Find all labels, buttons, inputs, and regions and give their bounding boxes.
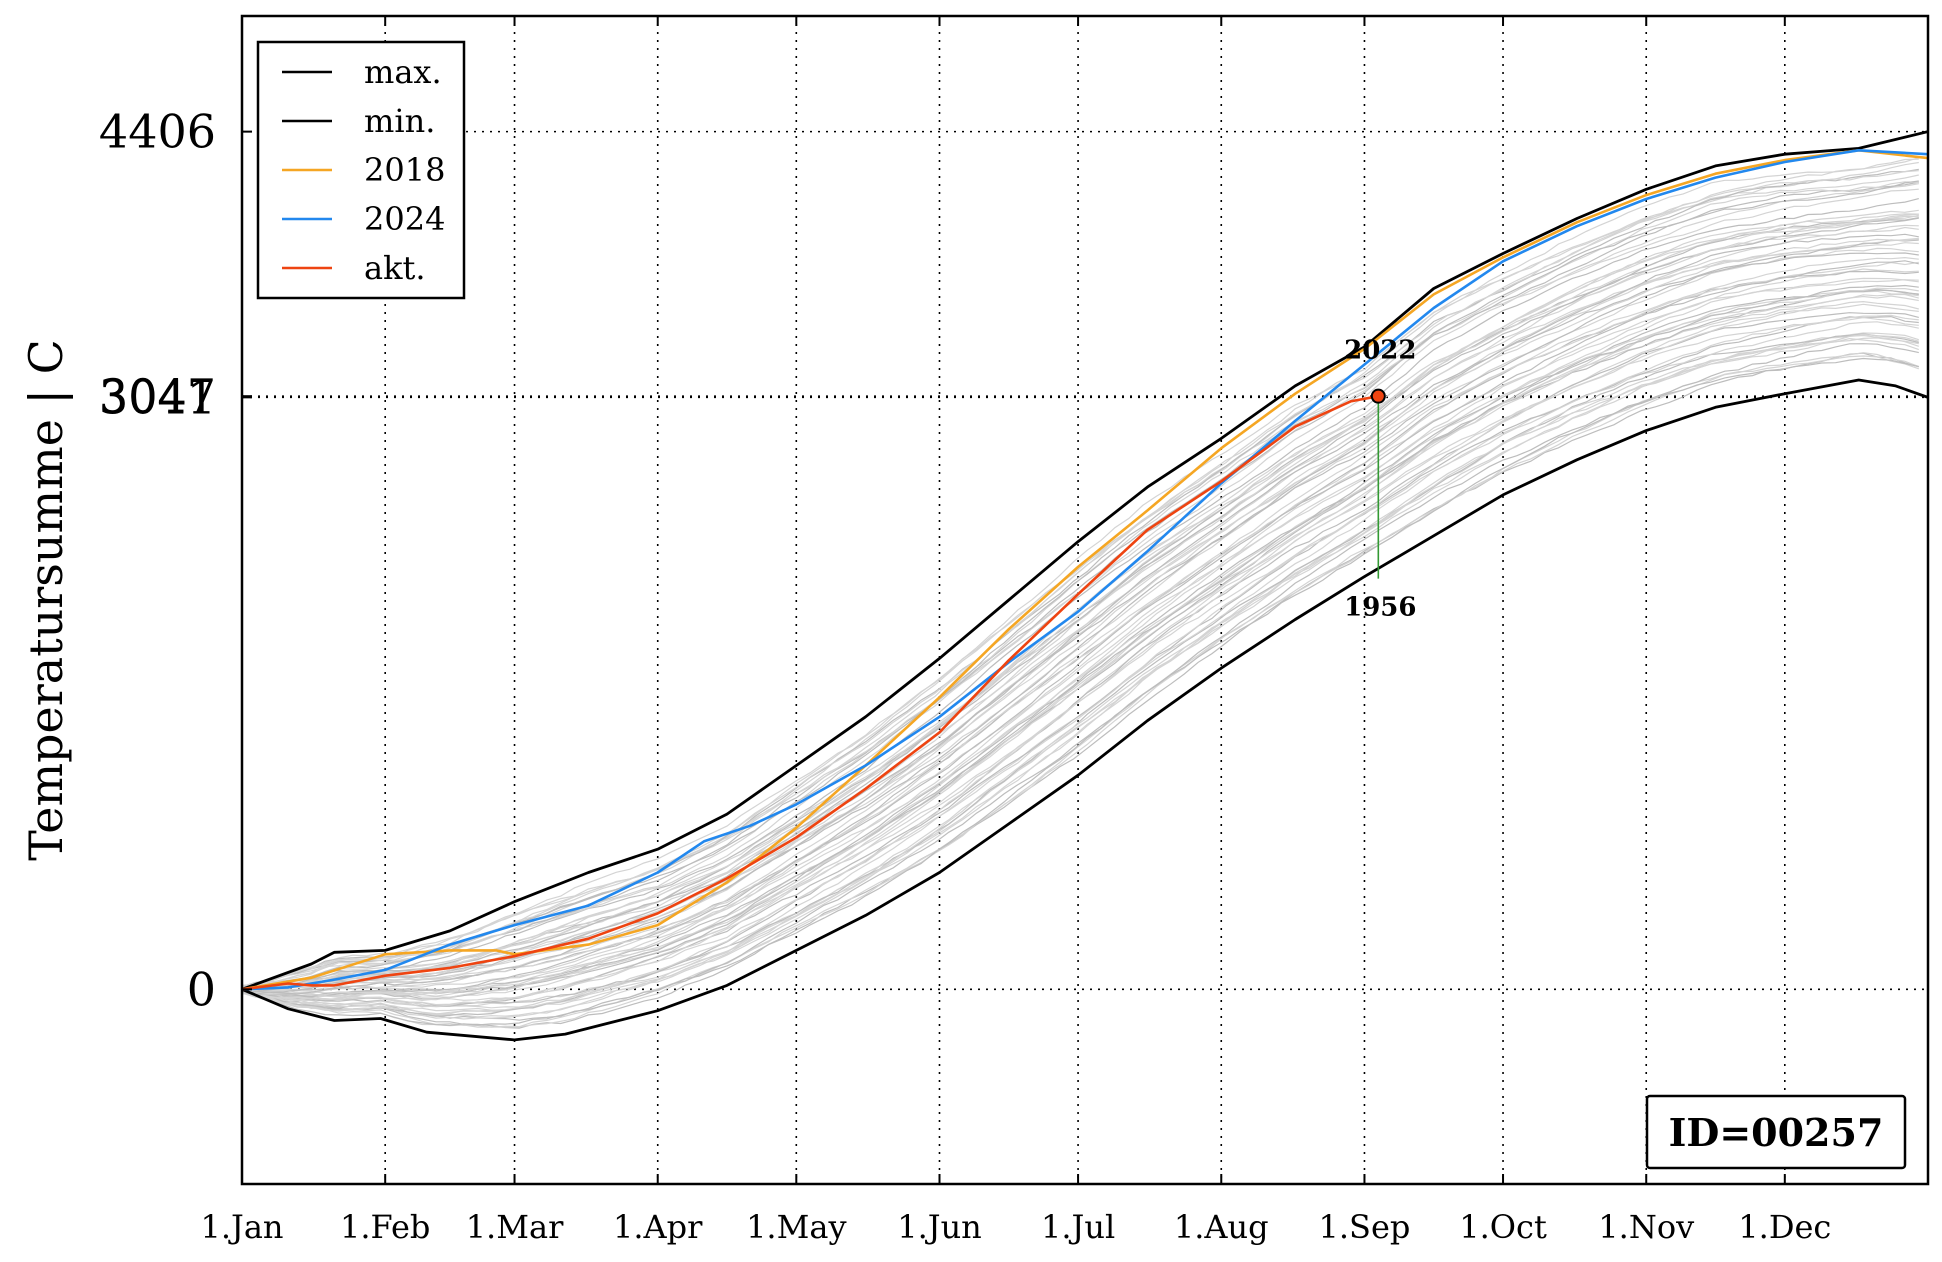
historical-year-line [242, 316, 1919, 1009]
y-tick-label: 3041 [99, 370, 216, 424]
historical-year-line [242, 256, 1919, 992]
x-tick-label: 1.Feb [340, 1208, 430, 1246]
x-tick-label: 1.Jun [897, 1208, 982, 1246]
historical-year-line [242, 337, 1919, 1020]
historical-year-line [242, 295, 1919, 1001]
historical-year-line [242, 315, 1919, 1007]
legend: max. min. 2018 2024 akt. [256, 40, 466, 300]
x-tick-label: 1.Sep [1319, 1208, 1411, 1246]
year-annotation: 2022 [1344, 336, 1416, 366]
x-tick-label: 1.Apr [613, 1208, 703, 1246]
historical-year-line [242, 213, 1919, 990]
x-tick-label: 1.Mar [466, 1208, 564, 1246]
historical-year-line [242, 268, 1919, 992]
series-line-2018 [242, 149, 1928, 991]
historical-year-line [242, 238, 1919, 989]
historical-year-line [242, 157, 1919, 989]
x-tick-label: 1.Jan [200, 1208, 283, 1246]
station-id-box: ID=00257 [1645, 1094, 1907, 1170]
series-lines [242, 130, 1928, 1042]
y-tick-label: 3047 [99, 369, 216, 423]
y-tick-label: 0 [187, 962, 216, 1016]
x-tick-label: 1.Jul [1041, 1208, 1115, 1246]
x-tick-label: 1.Aug [1174, 1208, 1269, 1246]
series-line-akt [242, 394, 1379, 991]
x-axis: 1.Jan 1.Feb 1.Mar 1.Apr 1.May 1.Jun 1.Jul 1.Aug… [200, 16, 1831, 1246]
y-axis-label: Temperatursumme | C [19, 339, 73, 861]
legend-label: 2024 [364, 200, 445, 238]
series-line-min [242, 378, 1928, 1042]
historical-year-line [242, 357, 1919, 1027]
series-line-max [242, 130, 1928, 991]
year-annotation: 1956 [1344, 593, 1416, 623]
x-tick-label: 1.May [746, 1208, 846, 1246]
historical-year-line [242, 279, 1919, 996]
historical-year-line [242, 277, 1919, 994]
historical-year-line [242, 217, 1919, 988]
station-id-label: ID=00257 [1669, 1110, 1884, 1155]
legend-label: min. [364, 102, 435, 140]
historical-year-line [242, 158, 1919, 991]
historical-year-line [242, 333, 1919, 1015]
historical-year-line [242, 181, 1919, 988]
historical-year-line [242, 198, 1919, 993]
x-tick-label: 1.Oct [1459, 1208, 1547, 1246]
y-tick-label: 4406 [99, 105, 216, 159]
historical-year-line [242, 233, 1919, 988]
legend-label: akt. [364, 249, 426, 287]
historical-year-line [242, 252, 1919, 988]
legend-label: 2018 [364, 151, 445, 189]
historical-year-line [242, 300, 1919, 1002]
historical-year-line [242, 180, 1919, 993]
plot-frame [240, 14, 1930, 1186]
current-value-marker [1370, 388, 1386, 404]
historical-year-line [242, 352, 1919, 1029]
legend-label: max. [364, 53, 442, 91]
historical-year-line [242, 289, 1919, 1000]
historical-year-line [242, 284, 1919, 998]
historical-years-lines [242, 157, 1920, 1029]
series-line-2024 [242, 149, 1928, 991]
historical-year-line [242, 170, 1919, 988]
historical-year-line [242, 333, 1919, 1017]
x-tick-label: 1.Nov [1598, 1208, 1694, 1246]
current-marker-group: 2022 1956 [1344, 336, 1416, 623]
grid [242, 16, 1928, 1184]
x-tick-label: 1.Dec [1738, 1208, 1831, 1246]
historical-year-line [242, 343, 1919, 1021]
historical-year-line [242, 247, 1919, 988]
historical-year-line [242, 270, 1919, 992]
